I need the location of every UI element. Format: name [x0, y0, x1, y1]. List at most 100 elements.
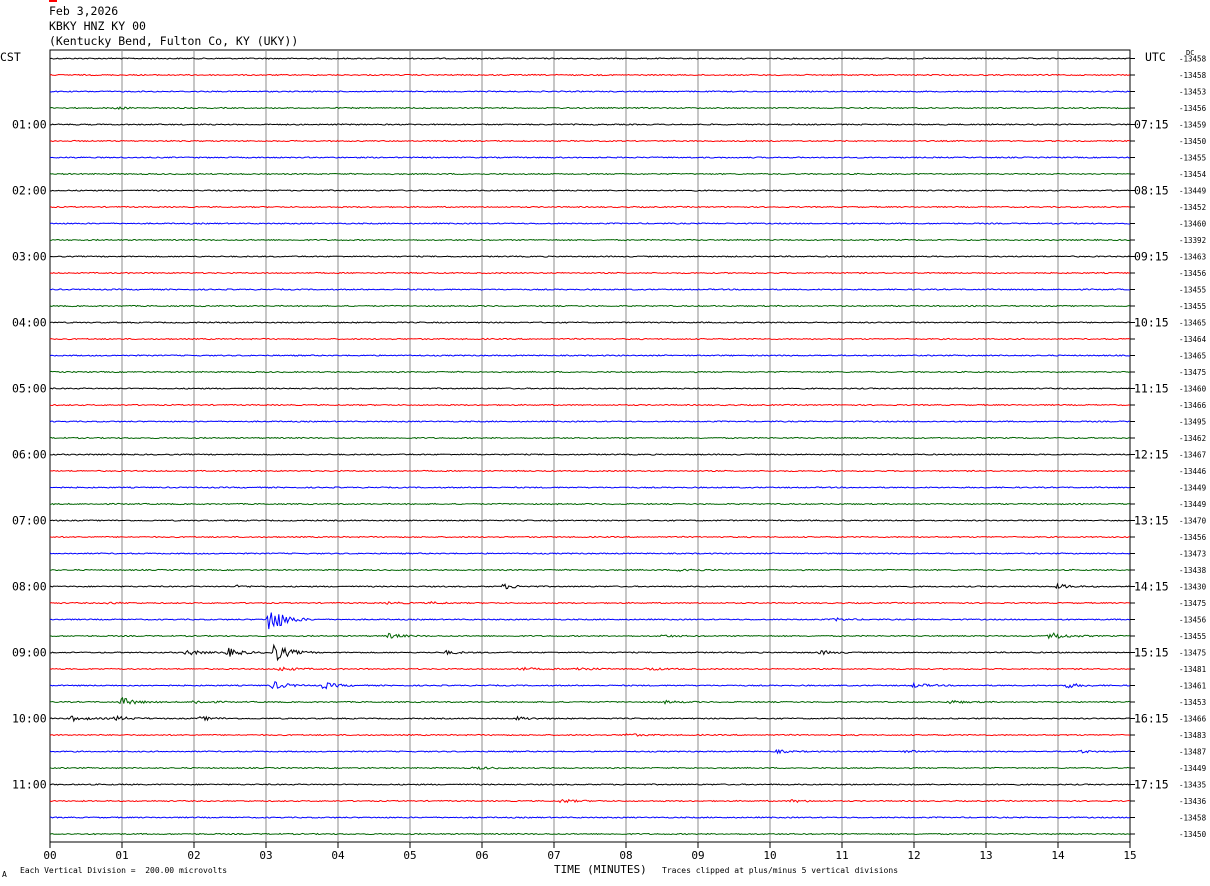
utc-hour-label: 15:15: [1134, 646, 1169, 660]
x-tick-label: 04: [331, 849, 345, 862]
plot-frame: [49, 49, 1131, 843]
seismic-trace: [50, 519, 1131, 522]
seismic-trace: [49, 189, 1131, 192]
seismic-trace: [49, 832, 1131, 836]
seismic-trace: [49, 90, 1131, 93]
dc-offset-label: -13473: [1179, 550, 1206, 559]
dc-offset-label: -13438: [1179, 566, 1207, 575]
seismic-trace: [50, 123, 1131, 126]
seismic-trace: [49, 816, 1131, 819]
dc-offset-label: -13455: [1179, 632, 1206, 641]
seismic-trace: [49, 632, 1131, 640]
dc-offset-label: -13392: [1179, 236, 1206, 245]
dc-offset-label: -13453: [1179, 88, 1206, 97]
dc-offset-label: -13449: [1179, 764, 1206, 773]
seismic-trace: [49, 156, 1131, 159]
cst-hour-label: 09:00: [12, 646, 47, 660]
utc-hour-label: 14:15: [1134, 580, 1169, 594]
x-tick-label: 03: [259, 849, 272, 862]
clipping-note: Traces clipped at plus/minus 5 vertical …: [662, 866, 899, 875]
utc-hour-label: 07:15: [1134, 118, 1169, 132]
seismic-trace: [49, 612, 1131, 630]
dc-offset-label: -13475: [1179, 599, 1206, 608]
dc-offset-header: DC: [1186, 49, 1195, 57]
dc-offset-label: -13446: [1179, 467, 1207, 476]
x-axis-label: TIME (MINUTES): [554, 863, 647, 876]
dc-offset-label: -13462: [1179, 434, 1206, 443]
x-tick-label: 00: [43, 849, 56, 862]
dc-offset-label: -13483: [1179, 731, 1206, 740]
cst-hour-label: 08:00: [12, 580, 47, 594]
cst-hour-label: 01:00: [12, 118, 47, 132]
dc-offset-label: -13458: [1179, 71, 1207, 80]
scale-note: Each Vertical Division = 200.00 microvol…: [20, 866, 228, 875]
x-tick-label: 09: [691, 849, 704, 862]
dc-offset-label: -13456: [1179, 104, 1207, 113]
seismic-trace: [49, 271, 1131, 275]
cst-hour-label: 02:00: [12, 184, 47, 198]
utc-hour-label: 13:15: [1134, 514, 1169, 528]
dc-offset-label: -13449: [1179, 484, 1206, 493]
seismic-trace: [49, 106, 1131, 110]
dc-offset-label: -13456: [1179, 533, 1207, 542]
x-tick-label: 01: [115, 849, 128, 862]
seismic-trace: [49, 568, 1131, 572]
seismic-trace: [49, 680, 1131, 690]
seismic-trace: [49, 304, 1131, 308]
cst-hour-label: 10:00: [12, 712, 47, 726]
seismic-trace: [49, 535, 1131, 539]
dc-offset-label: -13470: [1179, 517, 1207, 526]
seismic-trace: [49, 354, 1131, 357]
dc-offset-label: -13450: [1179, 137, 1207, 146]
dc-offset-label: -13461: [1179, 682, 1206, 691]
cst-hour-label: 03:00: [12, 250, 47, 264]
dc-offset-label: -13453: [1179, 698, 1206, 707]
x-tick-label: 13: [979, 849, 992, 862]
x-tick-label: 10: [763, 849, 776, 862]
utc-hour-label: 08:15: [1134, 184, 1169, 198]
dc-offset-label: -13487: [1179, 748, 1206, 757]
seismic-trace: [49, 403, 1131, 407]
dc-offset-label: -13450: [1179, 830, 1207, 839]
dc-offset-label: -13465: [1179, 352, 1206, 361]
dc-offset-label: -13455: [1179, 286, 1206, 295]
dc-offset-label: -13467: [1179, 451, 1206, 460]
seismic-trace: [49, 387, 1131, 390]
x-tick-label: 15: [1123, 849, 1136, 862]
utc-hour-label: 09:15: [1134, 250, 1169, 264]
seismic-trace: [49, 502, 1131, 506]
dc-offset-label: -13475: [1179, 649, 1206, 658]
footer-mark: A: [2, 870, 7, 879]
x-tick-label: 12: [907, 849, 920, 862]
seismic-trace: [49, 552, 1131, 555]
dc-offset-label: -13464: [1179, 335, 1207, 344]
seismic-trace: [49, 582, 1131, 590]
dc-offset-label: -13430: [1179, 583, 1207, 592]
left-timezone-label: CST: [0, 50, 21, 64]
seismic-trace: [49, 337, 1131, 341]
dc-offset-label: -13495: [1179, 418, 1206, 427]
dc-offset-label: -13456: [1179, 616, 1207, 625]
seismic-trace: [50, 696, 1131, 705]
x-tick-label: 05: [403, 849, 416, 862]
x-tick-label: 02: [187, 849, 200, 862]
cst-hour-label: 11:00: [12, 778, 47, 792]
plot-date: Feb 3,2026: [49, 4, 119, 18]
seismic-trace: [49, 139, 1131, 143]
cst-hour-label: 07:00: [12, 514, 47, 528]
utc-hour-label: 10:15: [1134, 316, 1169, 330]
station-code: KBKY HNZ KY 00: [49, 19, 146, 33]
dc-offset-label: -13466: [1179, 401, 1207, 410]
seismic-trace: [49, 453, 1131, 456]
utc-hour-label: 12:15: [1134, 448, 1169, 462]
seismic-trace: [49, 643, 1131, 662]
seismic-trace: [49, 732, 1131, 737]
station-location: (Kentucky Bend, Fulton Co, KY (UKY)): [49, 34, 299, 48]
seismic-trace: [49, 255, 1131, 258]
dc-offset-label: -13455: [1179, 154, 1206, 163]
seismic-trace: [49, 666, 1131, 672]
dc-offset-label: -13460: [1179, 385, 1207, 394]
dc-offset-label: -13466: [1179, 715, 1207, 724]
dc-offset-label: -13435: [1179, 781, 1206, 790]
